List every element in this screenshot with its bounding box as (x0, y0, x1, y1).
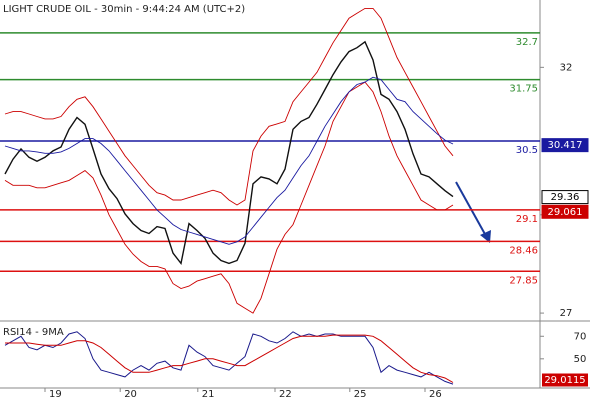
y-tick-label: 32 (560, 62, 573, 73)
value-tag-label: 30.417 (548, 140, 583, 151)
series-line (4, 40, 454, 266)
level-label: 27.85 (509, 275, 538, 286)
series-line (4, 331, 454, 385)
series-line (4, 7, 454, 206)
level-label: 28.46 (509, 245, 538, 256)
rsi-y-tick-label: 50 (574, 354, 587, 365)
level-label: 30.5 (516, 145, 538, 156)
rsi-y-tick-label: 70 (574, 331, 587, 342)
rsi-value-tag (542, 373, 588, 387)
series-line (4, 76, 454, 245)
forecast-arrow (455, 181, 491, 243)
series-line (4, 81, 454, 314)
y-tick-label: 27 (560, 308, 573, 319)
rsi-value-tag-label: 29.0115 (544, 375, 585, 386)
value-tag (541, 204, 589, 219)
chart-title: LIGHT CRUDE OIL - 30min - 9:44:24 AM (UT… (3, 4, 245, 15)
x-tick-label: 26 (429, 389, 442, 400)
value-tag-label: 29.36 (551, 192, 580, 203)
rsi-title: RSI14 - 9MA (3, 327, 64, 338)
level-label: 32.7 (516, 37, 538, 48)
x-tick-label: 21 (202, 389, 215, 400)
level-label: 29.1 (516, 214, 538, 225)
value-tag (541, 190, 589, 205)
x-tick-label: 20 (124, 389, 137, 400)
value-tag-label: 29.061 (548, 207, 583, 218)
level-label: 31.75 (509, 84, 538, 95)
x-tick-label: 25 (354, 389, 367, 400)
x-tick-label: 22 (279, 389, 292, 400)
x-tick-label: 19 (49, 389, 62, 400)
value-tag (541, 138, 589, 153)
series-line (5, 334, 454, 383)
